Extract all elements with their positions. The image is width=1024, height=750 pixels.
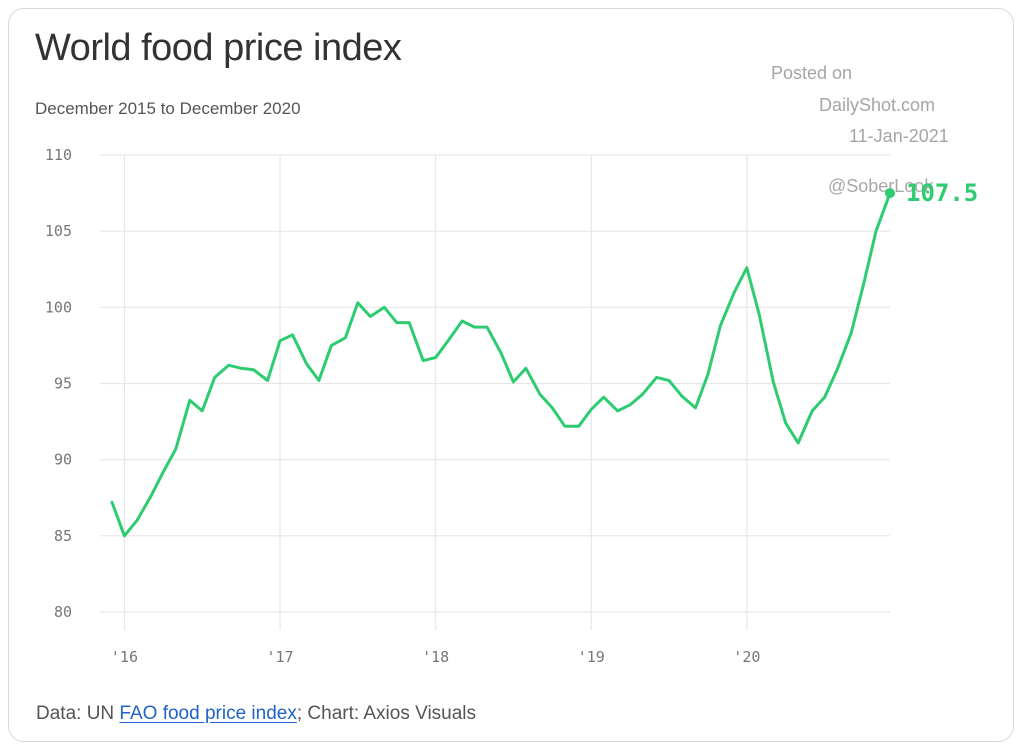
chart-footer: Data: UN FAO food price index; Chart: Ax…: [36, 703, 476, 725]
chart-card: World food price index December 2015 to …: [8, 8, 1014, 742]
y-tick-label-85: 85: [54, 527, 72, 545]
y-tick-label-90: 90: [54, 451, 72, 469]
posted-on-label: Posted on: [771, 63, 853, 83]
posted-date-label: 11-Jan-2021: [849, 126, 949, 146]
x-tick-label-20: '20: [733, 648, 760, 666]
footer-prefix: Data: UN: [36, 703, 120, 724]
y-tick-label-95: 95: [54, 375, 72, 393]
footer-suffix: ; Chart: Axios Visuals: [296, 703, 477, 724]
y-tick-label-100: 100: [45, 298, 72, 316]
x-tick-label-19: '19: [578, 648, 605, 666]
x-tick-label-17: '17: [267, 648, 294, 666]
last-value-label: 107.5: [906, 179, 978, 207]
y-tick-label-105: 105: [45, 222, 72, 240]
chart-subtitle: December 2015 to December 2020: [35, 99, 301, 118]
grid-layer: [100, 154, 890, 630]
series-line-0: [110, 191, 892, 538]
chart-title: World food price index: [35, 27, 402, 69]
last-point-marker: [885, 188, 895, 199]
fao-link[interactable]: FAO food price index: [119, 703, 297, 724]
y-tick-label-110: 110: [45, 146, 72, 164]
x-tick-label-18: '18: [422, 648, 449, 666]
series-layer: [110, 191, 892, 538]
posted-site-label: DailyShot.com: [819, 95, 936, 115]
watermark-handle: @SoberLook: [828, 176, 934, 196]
x-axis: '16 '17 '18 '19 '20: [111, 648, 760, 666]
y-tick-label-80: 80: [54, 603, 72, 621]
y-axis: 80 85 90 95 100 105 110: [45, 146, 72, 621]
x-tick-label-16: '16: [111, 648, 138, 666]
